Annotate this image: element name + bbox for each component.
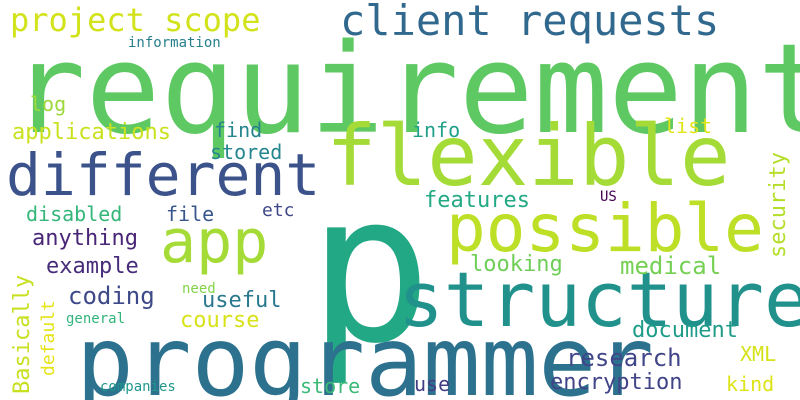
word-list: list [664, 114, 713, 138]
word-different: different [6, 141, 321, 209]
word-security: security [766, 152, 791, 258]
word-encryption: encryption [550, 370, 683, 395]
word-useful: useful [202, 288, 282, 313]
word-research: research [566, 344, 682, 372]
word-programmer: programmer [76, 306, 654, 400]
word-course: course [180, 308, 260, 333]
word-find: find [214, 118, 263, 142]
word-information: information [128, 35, 221, 51]
word-document: document [632, 318, 738, 343]
word-applications: applications [12, 120, 171, 145]
word-default: default [38, 300, 59, 376]
word-requirement: requirement [11, 18, 800, 162]
word-XML: XML [740, 342, 777, 366]
word-US: US [600, 189, 617, 205]
word-companies: companies [100, 379, 176, 395]
word-p: p [308, 149, 433, 389]
word-need: need [182, 281, 216, 297]
word-anything: anything [32, 226, 138, 251]
word-use: use [414, 372, 451, 396]
word-structured: structured [398, 255, 800, 344]
word-disabled: disabled [26, 202, 123, 226]
word-flexible: flexible [326, 107, 731, 205]
word-medical: medical [620, 252, 722, 280]
word-project-scope: project scope [10, 1, 261, 39]
word-store: store [300, 374, 361, 398]
word-file: file [166, 202, 215, 226]
word-general: general [66, 311, 126, 327]
word-app: app [160, 207, 269, 277]
word-etc: etc [262, 200, 295, 221]
word-coding: coding [68, 282, 155, 310]
word-client-requests: client requests [340, 0, 720, 45]
word-example: example [46, 254, 139, 279]
word-features: features [424, 188, 530, 213]
word-info: info [412, 118, 461, 142]
word-stored: stored [210, 140, 283, 164]
word-log: log [30, 92, 67, 116]
word-possible: possible [446, 190, 764, 267]
word-looking: looking [470, 252, 563, 277]
word-Basically: Basically [10, 274, 35, 394]
word-kind: kind [726, 372, 775, 396]
